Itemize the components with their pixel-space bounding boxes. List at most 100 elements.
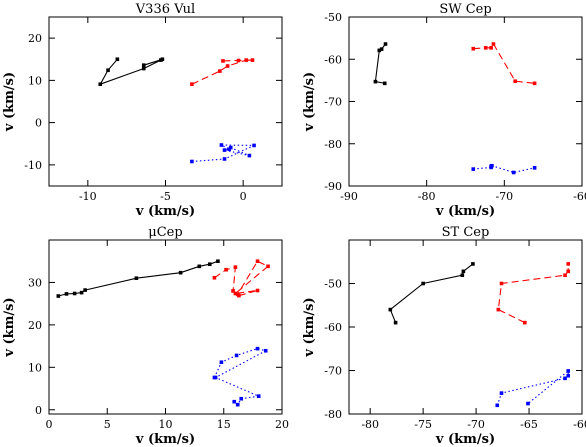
- data-point: [252, 143, 256, 148]
- data-point: [499, 391, 504, 395]
- chart-panel-3: 0 5 10 15 20 0 10 20 30 μCep v (km/s) v (km/s): [2, 225, 289, 447]
- data-point: [566, 369, 571, 373]
- data-point: [79, 290, 84, 295]
- data-point: [255, 259, 260, 264]
- series-line-3: [473, 165, 535, 174]
- data-point: [64, 292, 69, 296]
- data-point: [234, 353, 239, 358]
- data-point: [222, 157, 227, 161]
- y-tick-label: 0: [35, 404, 42, 417]
- y-tick-label: -10: [24, 159, 42, 172]
- x-axis-title: v (km/s): [435, 432, 495, 447]
- y-tick-label: -80: [324, 408, 342, 421]
- plot-frame: [48, 239, 283, 415]
- x-axis-title: v (km/s): [135, 432, 195, 447]
- x-tick-label: -80: [418, 190, 436, 203]
- data-point: [224, 267, 228, 272]
- data-point: [178, 270, 183, 275]
- data-point: [213, 375, 218, 380]
- panel-title: V336 Vul: [135, 2, 195, 17]
- data-point: [244, 58, 249, 62]
- x-axis-title: v (km/s): [135, 204, 195, 219]
- data-point: [235, 292, 240, 297]
- data-point: [239, 396, 244, 401]
- data-point: [190, 159, 194, 164]
- x-tick-label: -75: [414, 418, 432, 431]
- panel-title: SW Cep: [439, 2, 491, 17]
- x-tick-label: -90: [340, 190, 358, 203]
- data-point: [421, 281, 425, 286]
- chart-panel-1: -10 -5 0 -10 0 10 20 V336 Vul v (km/s) v (km/s): [2, 2, 283, 219]
- data-point: [141, 66, 146, 71]
- x-tick-label: 0: [240, 190, 247, 203]
- data-point: [197, 264, 202, 269]
- x-tick-label: -65: [520, 418, 538, 431]
- data-point: [141, 63, 146, 67]
- data-point: [219, 143, 224, 147]
- data-point: [228, 145, 233, 150]
- series-line-2: [214, 260, 270, 297]
- series-line-2: [191, 59, 253, 85]
- data-point: [532, 166, 537, 170]
- data-point: [483, 46, 488, 50]
- data-point: [225, 64, 230, 68]
- series-line-3: [191, 144, 255, 163]
- data-point: [219, 360, 224, 365]
- data-point: [382, 81, 387, 86]
- panel-title: ST Cep: [442, 225, 490, 240]
- data-point: [235, 402, 240, 407]
- data-point: [471, 46, 476, 51]
- series-line-1: [389, 263, 474, 323]
- data-point: [231, 289, 235, 293]
- x-tick-label: 5: [104, 418, 111, 431]
- data-point: [98, 82, 103, 86]
- data-point: [56, 294, 61, 298]
- data-point: [379, 47, 384, 51]
- data-point: [255, 288, 260, 293]
- series-line-2: [497, 263, 569, 324]
- x-tick-label: -10: [79, 190, 97, 203]
- y-tick-label: 30: [28, 276, 42, 289]
- x-tick-label: -5: [160, 190, 171, 203]
- data-point: [207, 262, 212, 266]
- series-line-2: [473, 42, 535, 84]
- x-tick-label: 20: [275, 418, 289, 431]
- data-point: [393, 320, 398, 325]
- y-tick-label: -90: [324, 180, 342, 193]
- data-point: [511, 170, 516, 175]
- data-point: [471, 167, 476, 171]
- data-point: [236, 58, 241, 63]
- y-axis-title: v (km/s): [302, 72, 317, 132]
- y-axis-title: v (km/s): [302, 297, 317, 357]
- y-tick-label: 10: [28, 361, 42, 374]
- data-point: [263, 348, 268, 353]
- data-point: [566, 269, 571, 274]
- data-point: [72, 291, 77, 296]
- chart-panel-2: -90 -80 -70 -60 -90 -80 -70 -60 -50 SW Cep v (km/s…: [302, 2, 586, 219]
- data-point: [566, 373, 571, 378]
- data-point: [233, 291, 238, 296]
- data-point: [526, 401, 530, 406]
- data-point: [218, 69, 222, 73]
- y-axis-title: v (km/s): [2, 72, 17, 132]
- series-line-3: [213, 348, 268, 406]
- data-point: [496, 307, 501, 312]
- data-point: [266, 264, 270, 269]
- y-axis-title: v (km/s): [2, 297, 17, 357]
- y-tick-label: -80: [324, 138, 342, 151]
- data-point: [373, 79, 378, 84]
- data-point: [233, 265, 238, 269]
- data-point: [160, 57, 165, 62]
- x-tick-label: -70: [467, 418, 485, 431]
- data-point: [563, 376, 567, 381]
- data-point: [83, 288, 87, 292]
- y-tick-label: -60: [324, 53, 342, 66]
- y-tick-label: 20: [28, 319, 42, 332]
- data-point: [490, 163, 494, 168]
- y-tick-label: -70: [324, 365, 342, 378]
- series-line-1: [58, 260, 219, 297]
- x-tick-label: -60: [573, 190, 586, 203]
- data-point: [388, 307, 393, 312]
- data-point: [523, 320, 527, 325]
